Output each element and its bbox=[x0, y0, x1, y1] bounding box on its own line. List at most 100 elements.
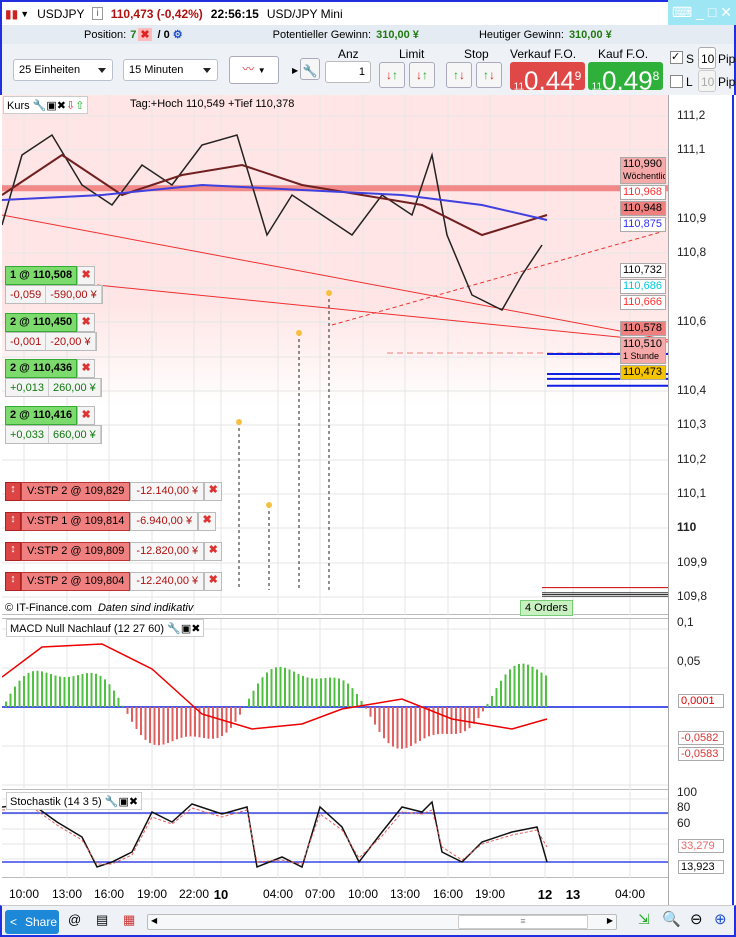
stochastic-canvas bbox=[2, 792, 668, 878]
units-select[interactable]: 25 Einheiten bbox=[13, 59, 113, 81]
zoom-out-icon[interactable]: ⊖ bbox=[690, 911, 703, 928]
settings-gear-icon[interactable]: ⚙ bbox=[172, 29, 183, 41]
stop-order[interactable]: ↕ V:STP 2 @ 109,829 -12.140,00 ¥ ✖ bbox=[5, 482, 223, 501]
sell-button[interactable]: 110,449 bbox=[510, 62, 585, 95]
position-label[interactable]: 2 @ 110,416 bbox=[5, 406, 78, 425]
expand-arrow-icon[interactable]: ▶ bbox=[292, 66, 299, 75]
keyboard-icon[interactable]: ⌨ bbox=[672, 4, 693, 20]
close-position-icon[interactable]: ✖ bbox=[77, 406, 96, 425]
stochastic-panel[interactable]: Stochastik (14 3 5) 🔧▣✖ bbox=[2, 792, 668, 878]
chart-fit-icon[interactable]: ⇲ bbox=[638, 911, 650, 927]
time-axis[interactable]: 10:00 13:00 16:00 19:00 22:00 10 04:00 07:00 10:… bbox=[2, 878, 668, 905]
stop-label[interactable]: V:STP 2 @ 109,829 bbox=[21, 482, 131, 501]
cancel-stop-icon[interactable]: ✖ bbox=[204, 542, 223, 561]
stop-order-list-button[interactable]: ↑↓ bbox=[446, 62, 472, 88]
close-position-icon[interactable]: ✖ bbox=[138, 28, 152, 41]
price-level-label: 110,875 bbox=[620, 217, 666, 232]
window-icon[interactable]: ▣ bbox=[118, 796, 129, 808]
limit-order-edit-button[interactable]: ↓↑ bbox=[409, 62, 435, 88]
close-circle-icon[interactable]: ✖ bbox=[191, 623, 201, 635]
position-label[interactable]: 1 @ 110,508 bbox=[5, 266, 78, 285]
histogram-bar bbox=[464, 707, 466, 732]
stop-order[interactable]: ↕ V:STP 2 @ 109,809 -12.820,00 ¥ ✖ bbox=[5, 542, 223, 561]
quantity-input[interactable]: 1 bbox=[325, 61, 371, 83]
buy-button[interactable]: 110,498 bbox=[588, 62, 663, 95]
drag-handle-icon[interactable]: ↕ bbox=[5, 512, 21, 531]
wrench-icon[interactable]: 🔧 bbox=[104, 796, 119, 808]
stop-value: -12.820,00 ¥ bbox=[130, 542, 205, 561]
sell-arrow-icon[interactable]: ⇩ bbox=[66, 100, 76, 112]
close-position-icon[interactable]: ✖ bbox=[77, 266, 96, 285]
zoom-in-icon[interactable]: ⊕ bbox=[714, 911, 727, 928]
s-pips-input[interactable]: 10 bbox=[698, 47, 716, 69]
report-icon[interactable]: ▤ bbox=[96, 912, 109, 927]
cancel-stop-icon[interactable]: ✖ bbox=[198, 512, 217, 531]
position-label[interactable]: 2 @ 110,436 bbox=[5, 359, 78, 378]
histogram-bar bbox=[122, 705, 124, 707]
window-icon[interactable]: ▣ bbox=[180, 623, 192, 635]
window-icon[interactable]: ▣ bbox=[46, 100, 57, 112]
histogram-bar bbox=[396, 707, 399, 749]
interval-select[interactable]: 15 Minuten bbox=[123, 59, 218, 81]
histogram-bar bbox=[374, 707, 376, 725]
l-pips-input[interactable]: 10 bbox=[698, 70, 716, 92]
scroll-left-icon[interactable]: ◀ bbox=[151, 916, 158, 925]
info-icon[interactable]: i bbox=[92, 7, 103, 20]
price-chart-canvas[interactable] bbox=[2, 95, 668, 615]
cancel-stop-icon[interactable]: ✖ bbox=[204, 482, 223, 501]
share-label: Share bbox=[25, 915, 58, 929]
s-checkbox[interactable]: ✓ bbox=[670, 51, 683, 64]
chart-footer: © IT-Finance.com Daten sind indikativ bbox=[5, 602, 193, 614]
scroll-right-icon[interactable]: ▶ bbox=[606, 916, 613, 925]
today-gain-label: Heutiger Gewinn: bbox=[478, 28, 564, 41]
price-axis[interactable]: 111,2 111,1 110,9 110,8 110,6 110,4 110,3 110,2… bbox=[668, 95, 734, 905]
stop-label[interactable]: V:STP 2 @ 109,809 bbox=[21, 542, 131, 561]
close-circle-icon[interactable]: ✖ bbox=[128, 796, 139, 808]
buy-arrow-icon[interactable]: ⇧ bbox=[75, 100, 85, 112]
drag-handle-icon[interactable]: ↕ bbox=[5, 482, 21, 501]
macd-panel[interactable]: MACD Null Nachlauf (12 27 60) 🔧▣✖ bbox=[2, 618, 668, 791]
wrench-icon[interactable]: 🔧 bbox=[300, 58, 320, 80]
drag-handle-icon[interactable]: ↕ bbox=[5, 542, 21, 561]
histogram-bar bbox=[522, 663, 525, 707]
l-checkbox[interactable] bbox=[670, 75, 683, 88]
candle-icon[interactable]: ▮▮ bbox=[5, 6, 19, 21]
limit-order-list-button[interactable]: ↓↑ bbox=[379, 62, 405, 88]
wrench-icon[interactable]: 🔧 bbox=[32, 100, 47, 112]
minimize-icon[interactable]: _ bbox=[696, 4, 704, 20]
orders-tab[interactable]: 4 Orders bbox=[520, 600, 573, 616]
price-chart[interactable]: Kurs 🔧▣✖⇩⇧ Tag:+Hoch 110,549 +Tief 110,3… bbox=[2, 95, 668, 616]
maximize-icon[interactable]: □ bbox=[707, 4, 717, 20]
wrench-icon[interactable]: 🔧 bbox=[167, 623, 181, 635]
histogram-bar bbox=[63, 677, 66, 707]
orderbook-icon[interactable]: ▦ bbox=[123, 912, 136, 927]
position-diff: -0,001 bbox=[6, 333, 47, 350]
symbol-label[interactable]: USDJPY bbox=[37, 6, 85, 21]
cancel-stop-icon[interactable]: ✖ bbox=[204, 572, 223, 591]
histogram-bar bbox=[167, 707, 169, 744]
position-order[interactable]: 2 @ 110,416 ✖ +0,033 660,00 ¥ bbox=[5, 406, 102, 444]
zoom-fit-icon[interactable]: 🔍 bbox=[662, 911, 681, 928]
drag-handle-icon[interactable]: ↕ bbox=[5, 572, 21, 591]
copyright: © IT-Finance.com bbox=[5, 602, 92, 614]
position-order[interactable]: 2 @ 110,450 ✖ -0,001 -20,00 ¥ bbox=[5, 313, 97, 351]
scrollbar-thumb[interactable]: ≡ bbox=[458, 915, 588, 929]
stop-label[interactable]: V:STP 2 @ 109,804 bbox=[21, 572, 131, 591]
close-icon[interactable]: ✕ bbox=[720, 4, 732, 20]
indicator-menu-button[interactable]: 〰 ▼ bbox=[229, 56, 279, 84]
close-position-icon[interactable]: ✖ bbox=[77, 313, 96, 332]
close-position-icon[interactable]: ✖ bbox=[77, 359, 96, 378]
position-order[interactable]: 1 @ 110,508 ✖ -0,059 -590,00 ¥ bbox=[5, 266, 103, 304]
close-circle-icon[interactable]: ✖ bbox=[56, 100, 67, 112]
stop-order[interactable]: ↕ V:STP 2 @ 109,804 -12.240,00 ¥ ✖ bbox=[5, 572, 223, 591]
link-icon[interactable]: @ bbox=[68, 912, 82, 927]
horizontal-scrollbar[interactable]: ◀ ≡ ▶ bbox=[147, 914, 617, 930]
histogram-bar bbox=[545, 675, 547, 707]
dropdown-arrow-icon[interactable]: ▼ bbox=[20, 8, 30, 19]
stop-order[interactable]: ↕ V:STP 1 @ 109,814 -6.940,00 ¥ ✖ bbox=[5, 512, 217, 531]
stop-label[interactable]: V:STP 1 @ 109,814 bbox=[21, 512, 131, 531]
position-label[interactable]: 2 @ 110,450 bbox=[5, 313, 78, 332]
position-order[interactable]: 2 @ 110,436 ✖ +0,013 260,00 ¥ bbox=[5, 359, 102, 397]
share-button[interactable]: < Share bbox=[5, 910, 59, 934]
stop-order-edit-button[interactable]: ↑↓ bbox=[476, 62, 502, 88]
